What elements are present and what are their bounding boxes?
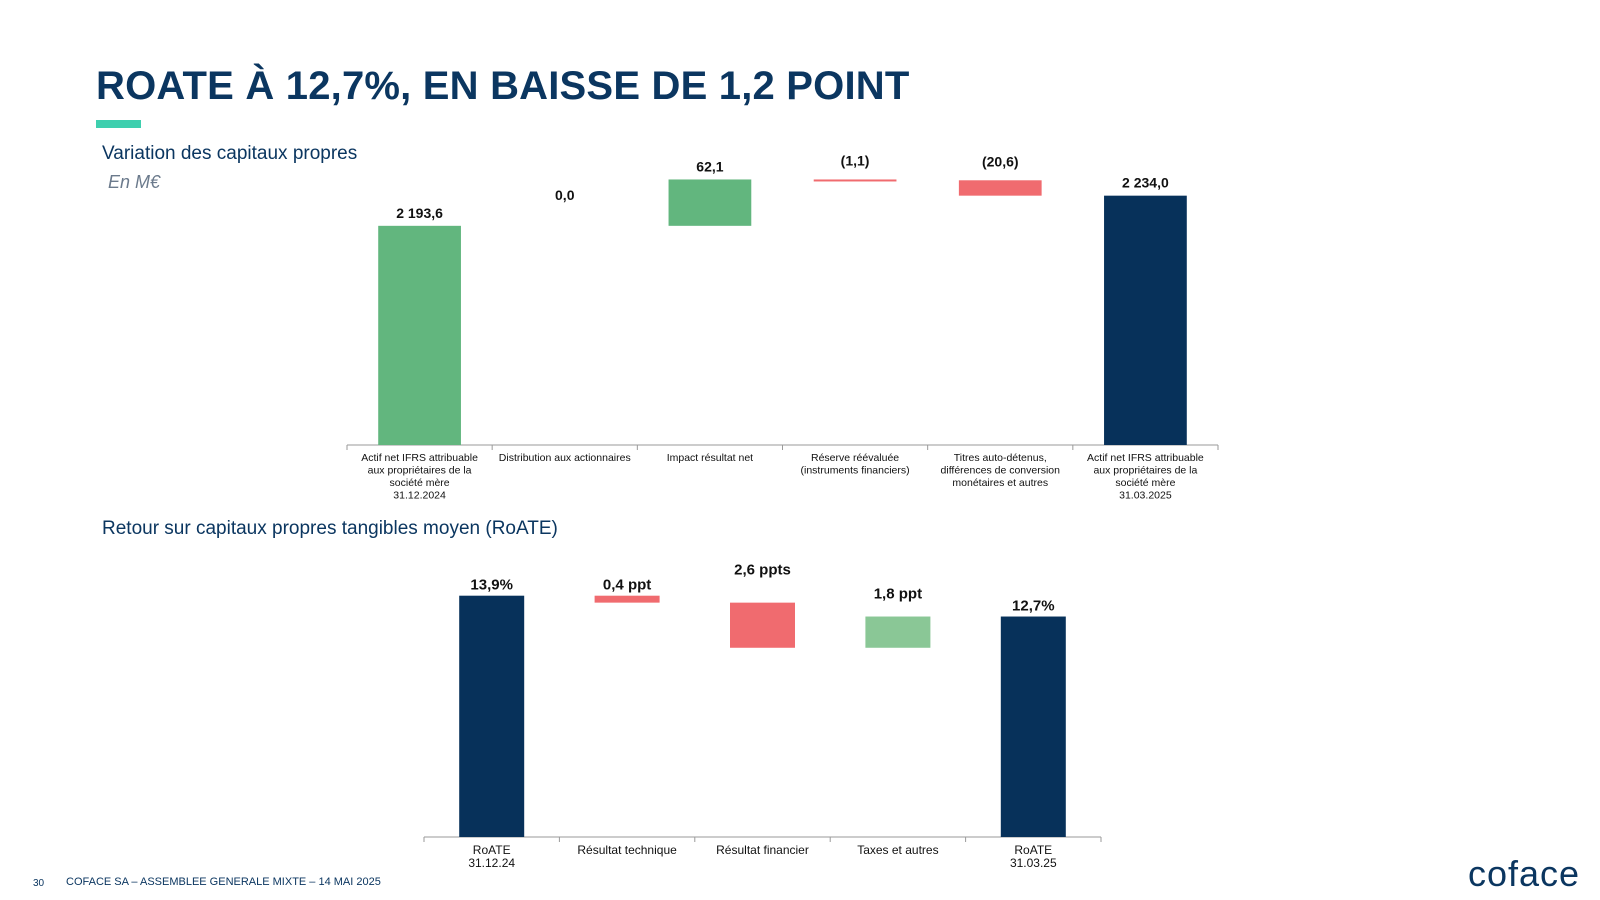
equity-data-label: 2 193,6	[396, 205, 443, 221]
roate-category-label: Résultat financier	[716, 843, 809, 857]
roate-bar	[459, 595, 525, 837]
equity-data-label: (1,1)	[841, 152, 870, 168]
roate-bar	[730, 602, 795, 648]
equity-bar	[378, 225, 461, 445]
equity-category-label: Actif net IFRS attribuable	[1087, 452, 1204, 464]
title-accent-bar	[96, 120, 141, 128]
page-number: 30	[33, 878, 45, 889]
roate-bar	[594, 595, 660, 603]
roate-section-title: Retour sur capitaux propres tangibles mo…	[102, 518, 558, 539]
footer-text: COFACE SA – ASSEMBLEE GENERALE MIXTE – 1…	[66, 876, 381, 888]
roate-category-label: Résultat technique	[577, 843, 677, 857]
equity-category-label: aux propriétaires de la	[368, 465, 472, 477]
equity-category-label: 31.12.2024	[393, 490, 446, 502]
roate-data-label: 13,9%	[470, 577, 513, 594]
equity-category-label: Distribution aux actionnaires	[499, 452, 631, 464]
equity-data-label: 0,0	[555, 187, 575, 203]
equity-category-label: société mère	[1115, 477, 1175, 489]
equity-data-label: 62,1	[696, 158, 723, 174]
equity-category-label: Actif net IFRS attribuable	[361, 452, 478, 464]
equity-category-label: (instruments financiers)	[801, 465, 910, 477]
equity-category-label: Titres auto-détenus,	[954, 452, 1047, 464]
equity-data-label: (20,6)	[982, 153, 1019, 169]
roate-category-label: Taxes et autres	[857, 843, 938, 857]
equity-category-label: société mère	[390, 477, 450, 489]
equity-waterfall-chart: 2 193,6 Actif net IFRS attribuable aux pro…	[346, 152, 1219, 502]
equity-bar	[813, 179, 897, 182]
equity-category-label: différences de conversion	[941, 465, 1061, 477]
roate-category-label: RoATE	[1014, 843, 1052, 857]
equity-bar	[958, 180, 1042, 196]
roate-category-label: 31.03.25	[1010, 856, 1057, 870]
coface-logo: coface	[1468, 853, 1581, 894]
equity-category-label: 31.03.2025	[1119, 490, 1172, 502]
roate-data-label: 12,7%	[1012, 598, 1055, 615]
roate-data-label: 1,8 ppt	[874, 586, 922, 603]
equity-bar	[668, 179, 752, 226]
equity-data-label: 2 234,0	[1122, 175, 1169, 191]
roate-data-label: 2,6 ppts	[734, 562, 791, 579]
equity-category-label: aux propriétaires de la	[1093, 465, 1197, 477]
equity-category-label: monétaires et autres	[952, 477, 1048, 489]
roate-data-label: 0,4 ppt	[603, 577, 651, 594]
equity-category-label: Impact résultat net	[667, 452, 753, 464]
equity-bar	[1104, 195, 1187, 445]
roate-bar	[865, 616, 931, 648]
equity-category-label: Réserve réévaluée	[811, 452, 899, 464]
page-title: ROATE À 12,7%, EN BAISSE DE 1,2 POINT	[96, 64, 910, 108]
equity-unit-label: En M€	[108, 172, 161, 192]
roate-category-label: 31.12.24	[468, 856, 515, 870]
equity-section-title: Variation des capitaux propres	[102, 143, 358, 164]
roate-category-label: RoATE	[473, 843, 511, 857]
roate-bar	[1000, 616, 1066, 837]
